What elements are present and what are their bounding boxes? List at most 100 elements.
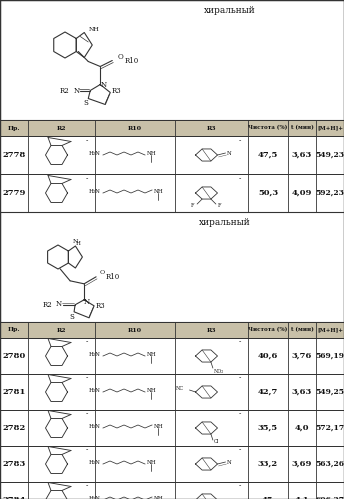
Text: R10: R10 <box>128 327 142 332</box>
Text: NH: NH <box>147 460 157 465</box>
Text: R3: R3 <box>207 327 216 332</box>
Text: NO₂: NO₂ <box>214 369 224 374</box>
Text: 2782: 2782 <box>2 424 25 432</box>
Text: Чистота (%): Чистота (%) <box>248 327 288 332</box>
Text: 2779: 2779 <box>2 189 26 197</box>
Text: -: - <box>86 446 88 454</box>
Text: -: - <box>239 338 241 346</box>
Text: H₂N: H₂N <box>89 424 101 429</box>
Text: F: F <box>217 203 221 208</box>
Text: N: N <box>100 80 106 88</box>
Text: NH: NH <box>154 424 164 429</box>
Text: -: - <box>239 482 241 490</box>
Text: H₂N: H₂N <box>89 460 101 465</box>
Text: R10: R10 <box>128 126 142 131</box>
Text: 2784: 2784 <box>2 496 26 499</box>
Text: Пр.: Пр. <box>8 327 20 332</box>
Text: 45: 45 <box>262 496 274 499</box>
Text: NH: NH <box>154 189 164 194</box>
Bar <box>0 338 344 374</box>
Text: 569,19: 569,19 <box>315 352 344 360</box>
Text: -: - <box>239 374 241 382</box>
Text: -: - <box>239 137 241 145</box>
Text: 572,17: 572,17 <box>315 424 344 432</box>
Text: S: S <box>84 98 89 106</box>
Text: 2780: 2780 <box>2 352 25 360</box>
Bar <box>0 374 344 410</box>
Text: -: - <box>86 482 88 490</box>
Text: N: N <box>227 151 232 156</box>
Text: R2: R2 <box>42 301 52 309</box>
Text: 40,6: 40,6 <box>258 352 278 360</box>
Text: N: N <box>73 239 78 244</box>
Text: O: O <box>100 270 105 275</box>
Text: 4,0: 4,0 <box>295 424 309 432</box>
Text: 2781: 2781 <box>2 388 26 396</box>
Text: R2: R2 <box>60 86 69 94</box>
Text: O: O <box>117 52 123 60</box>
Text: 563,26: 563,26 <box>315 460 344 468</box>
Text: N: N <box>73 86 79 94</box>
Text: NH: NH <box>154 496 164 499</box>
Bar <box>0 410 344 446</box>
Text: R3: R3 <box>207 126 216 131</box>
Text: 3,76: 3,76 <box>292 352 312 360</box>
Text: H₂N: H₂N <box>89 151 101 156</box>
Text: 3,69: 3,69 <box>292 460 312 468</box>
Text: H₂N: H₂N <box>89 388 101 393</box>
Text: H: H <box>76 241 81 246</box>
Text: H₂N: H₂N <box>89 189 101 194</box>
Text: Пр.: Пр. <box>8 126 20 131</box>
Text: N: N <box>56 300 62 308</box>
Text: 35,5: 35,5 <box>258 424 278 432</box>
Text: 50,3: 50,3 <box>258 189 278 197</box>
Bar <box>0 446 344 482</box>
Text: S: S <box>69 313 75 321</box>
Text: NH: NH <box>147 351 157 356</box>
Text: [M+H]+: [M+H]+ <box>317 327 343 332</box>
Text: -: - <box>239 175 241 183</box>
Text: 3,63: 3,63 <box>292 388 312 396</box>
Text: 4,1: 4,1 <box>295 496 309 499</box>
Text: NH: NH <box>147 151 157 156</box>
Text: R3: R3 <box>95 302 105 310</box>
Text: -: - <box>86 338 88 346</box>
Text: Cl: Cl <box>214 439 219 444</box>
Text: 33,2: 33,2 <box>258 460 278 468</box>
Text: H₂N: H₂N <box>89 496 101 499</box>
Text: 549,23: 549,23 <box>315 151 344 159</box>
Text: 2778: 2778 <box>2 151 26 159</box>
Text: хиральный: хиральный <box>204 5 256 14</box>
Text: R10: R10 <box>124 56 139 64</box>
Text: [M+H]+: [M+H]+ <box>317 126 343 131</box>
Text: NH: NH <box>147 388 157 393</box>
Text: R10: R10 <box>106 273 120 281</box>
Bar <box>0 322 344 338</box>
Text: -: - <box>86 374 88 382</box>
Text: Чистота (%): Чистота (%) <box>248 125 288 131</box>
Text: 549,25: 549,25 <box>315 388 344 396</box>
Text: NH: NH <box>88 27 99 32</box>
Text: N: N <box>84 298 90 306</box>
Text: N: N <box>227 460 232 465</box>
Bar <box>0 174 344 212</box>
Bar <box>0 482 344 499</box>
Text: 606,27: 606,27 <box>315 496 344 499</box>
Text: NC: NC <box>175 387 183 392</box>
Text: 3,63: 3,63 <box>292 151 312 159</box>
Text: -: - <box>86 410 88 418</box>
Text: 47,5: 47,5 <box>258 151 278 159</box>
Text: t (мин): t (мин) <box>291 327 313 332</box>
Text: 42,7: 42,7 <box>258 388 278 396</box>
Bar <box>0 136 344 174</box>
Text: хиральный: хиральный <box>199 218 251 227</box>
Text: t (мин): t (мин) <box>291 125 313 131</box>
Text: F: F <box>191 203 194 208</box>
Text: -: - <box>239 410 241 418</box>
Text: R2: R2 <box>57 327 66 332</box>
Text: R3: R3 <box>111 86 121 94</box>
Text: -: - <box>86 137 88 145</box>
Text: 4,09: 4,09 <box>292 189 312 197</box>
Text: 2783: 2783 <box>2 460 25 468</box>
Text: -: - <box>239 446 241 454</box>
